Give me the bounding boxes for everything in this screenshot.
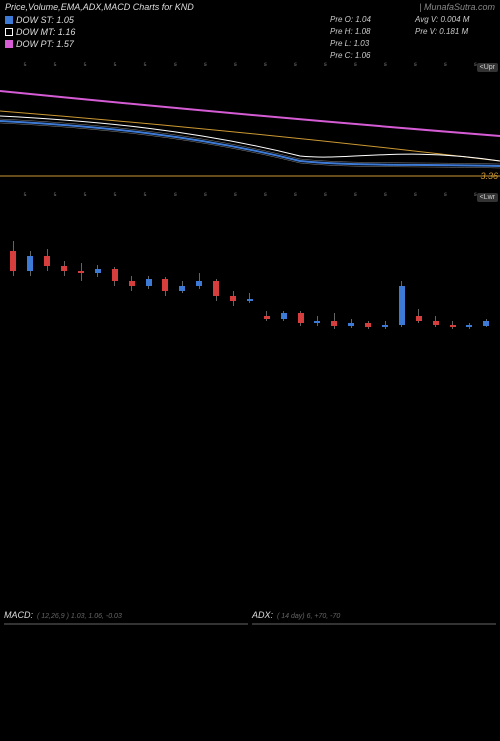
legend-label-st: DOW ST: 1.05	[16, 15, 74, 25]
info-row-1: DOW ST: 1.05 Pre O: 1.04 Avg V: 0.004 M	[0, 14, 500, 26]
candle	[111, 211, 119, 371]
legend-dow-mt: DOW MT: 1.16	[5, 27, 125, 37]
candle	[330, 211, 338, 371]
candle	[297, 211, 305, 371]
info-row-3: DOW PT: 1.57 Pre L: 1.03	[0, 38, 500, 50]
candle	[482, 211, 490, 371]
stat-pre-c: Pre C: 1.06	[330, 51, 410, 60]
candle-area	[0, 211, 500, 391]
indicators-row: MACD: ( 12,26,9 ) 1.03, 1.06, -0.03 ADX:…	[0, 621, 500, 741]
candle	[246, 211, 254, 371]
candle	[60, 211, 68, 371]
stat-avg-v: Avg V: 0.004 M	[415, 15, 495, 25]
legend-label-pt: DOW PT: 1.57	[16, 39, 74, 49]
legend-color-st	[5, 16, 13, 24]
candle	[280, 211, 288, 371]
legend-color-pt	[5, 40, 13, 48]
chart-title: Price,Volume,EMA,ADX,MACD Charts for KND	[5, 2, 194, 12]
candle	[263, 211, 271, 371]
candle	[449, 211, 457, 371]
lower-chart[interactable]: ⁵⁵⁵⁵⁵⁵⁵⁵⁵⁵⁵⁵⁵⁵⁵⁵ <Lwr	[0, 191, 500, 391]
candle	[229, 211, 237, 371]
candle	[212, 211, 220, 371]
adx-title: ADX:	[252, 610, 273, 620]
stat-pre-o: Pre O: 1.04	[330, 15, 410, 25]
candle	[26, 211, 34, 371]
candle	[415, 211, 423, 371]
info-row-4: Pre C: 1.06	[0, 50, 500, 61]
stat-pre-l: Pre L: 1.03	[330, 39, 410, 49]
candle	[195, 211, 203, 371]
macd-title-row: MACD: ( 12,26,9 ) 1.03, 1.06, -0.03	[4, 610, 122, 620]
upper-lines	[0, 61, 500, 191]
legend-label-mt: DOW MT: 1.16	[16, 27, 75, 37]
info-row-2: DOW MT: 1.16 Pre H: 1.08 Pre V: 0.181 M	[0, 26, 500, 38]
candle	[43, 211, 51, 371]
chart-source: | MunafaSutra.com	[419, 2, 495, 12]
candle	[77, 211, 85, 371]
adx-chart[interactable]	[252, 623, 496, 625]
candle	[94, 211, 102, 371]
click-lower-btn[interactable]: <Lwr	[477, 193, 498, 202]
candle	[9, 211, 17, 371]
macd-sub: ( 12,26,9 ) 1.03, 1.06, -0.03	[37, 613, 122, 620]
lower-ticks: ⁵⁵⁵⁵⁵⁵⁵⁵⁵⁵⁵⁵⁵⁵⁵⁵	[0, 191, 500, 206]
candle	[128, 211, 136, 371]
macd-chart[interactable]	[4, 623, 248, 625]
upper-chart[interactable]: ⁵⁵⁵⁵⁵⁵⁵⁵⁵⁵⁵⁵⁵⁵⁵⁵ <Upr 3.36	[0, 61, 500, 191]
indicators-wrapper: MACD: ( 12,26,9 ) 1.03, 1.06, -0.03 ADX:…	[0, 621, 500, 741]
candle	[432, 211, 440, 371]
candle	[347, 211, 355, 371]
legend-dow-st: DOW ST: 1.05	[5, 15, 125, 25]
candle	[313, 211, 321, 371]
adx-title-row: ADX: ( 14 day) 6, +70, -70	[252, 610, 340, 620]
legend-dow-pt: DOW PT: 1.57	[5, 39, 125, 49]
annotation-value: 3.36	[480, 171, 498, 181]
legend-color-mt	[5, 28, 13, 36]
adx-sub: ( 14 day) 6, +70, -70	[277, 613, 340, 620]
stat-empty2	[415, 51, 495, 60]
candle	[178, 211, 186, 371]
candle	[465, 211, 473, 371]
legend-empty	[5, 51, 125, 60]
stat-empty	[415, 39, 495, 49]
candle	[145, 211, 153, 371]
candle	[161, 211, 169, 371]
macd-title: MACD:	[4, 610, 33, 620]
stat-pre-v: Pre V: 0.181 M	[415, 27, 495, 37]
chart-header: Price,Volume,EMA,ADX,MACD Charts for KND…	[0, 0, 500, 14]
stat-pre-h: Pre H: 1.08	[330, 27, 410, 37]
candle	[381, 211, 389, 371]
candle	[398, 211, 406, 371]
candle	[364, 211, 372, 371]
